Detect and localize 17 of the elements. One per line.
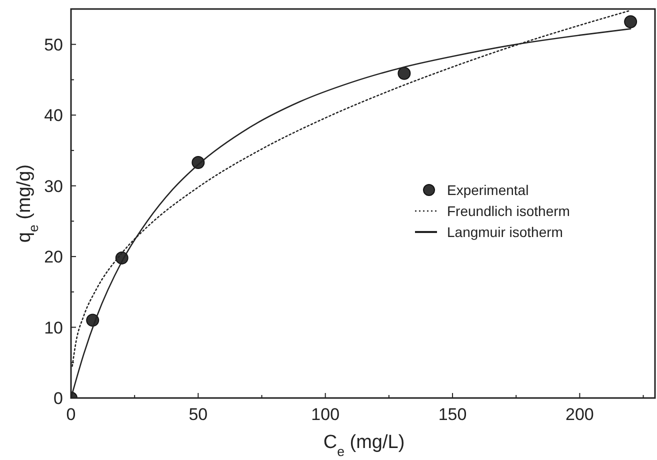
point (398, 66, 411, 80)
x-tick-label: 50 (188, 405, 208, 424)
legend-label: Freundlich isotherm (447, 203, 570, 219)
x-tick-label: 0 (66, 405, 76, 424)
x-tick-label: 200 (566, 405, 594, 424)
x-axis-title: C$_{e}$ (mg/L) (323, 432, 405, 458)
x-tick-label: 100 (311, 405, 340, 424)
y-tick-label: 10 (44, 318, 63, 338)
legend-label: Langmuir isotherm (447, 224, 563, 240)
y-tick-label: 50 (44, 35, 63, 54)
y-tick-label: 30 (44, 176, 63, 196)
y-tick-label: 0 (54, 389, 63, 408)
point (624, 15, 638, 28)
x-tick-label: 150 (438, 405, 467, 424)
y-tick-label: 20 (44, 248, 63, 267)
y-tick-label: 40 (44, 106, 63, 126)
legend-label: Experimental (447, 182, 529, 198)
